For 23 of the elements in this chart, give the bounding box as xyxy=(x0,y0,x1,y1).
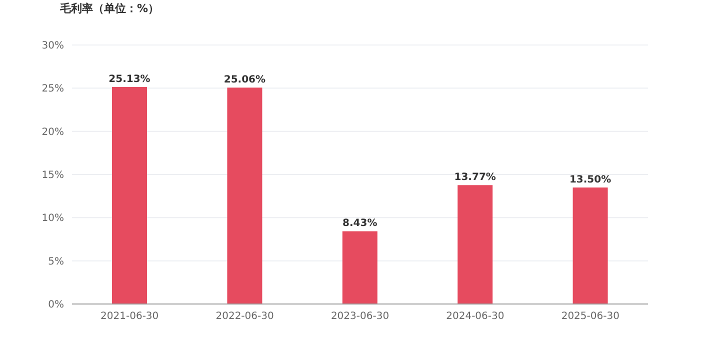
y-tick-label: 15% xyxy=(42,170,64,182)
y-tick-label: 20% xyxy=(42,126,64,138)
x-tick-label: 2022-06-30 xyxy=(216,311,274,322)
y-tick-label: 10% xyxy=(42,213,64,224)
data-label: 25.06% xyxy=(224,74,266,86)
data-label: 8.43% xyxy=(342,218,378,230)
y-tick-label: 30% xyxy=(42,40,64,52)
bar xyxy=(227,88,262,304)
y-tick-label: 5% xyxy=(48,256,64,268)
data-label: 13.77% xyxy=(454,172,496,184)
bar xyxy=(572,187,608,304)
chart-title: 毛利率（单位：%） xyxy=(60,1,160,16)
x-tick-label: 2021-06-30 xyxy=(100,311,159,322)
x-tick-label: 2025-06-30 xyxy=(561,311,620,322)
bar xyxy=(112,87,147,304)
y-tick-label: 25% xyxy=(42,84,64,95)
x-tick-label: 2024-06-30 xyxy=(446,311,504,322)
data-label: 25.13% xyxy=(108,74,150,86)
y-tick-label: 0% xyxy=(48,300,64,311)
bar xyxy=(342,231,378,304)
x-tick-label: 2023-06-30 xyxy=(330,311,390,322)
data-label: 13.50% xyxy=(569,174,612,186)
bar xyxy=(458,185,493,304)
